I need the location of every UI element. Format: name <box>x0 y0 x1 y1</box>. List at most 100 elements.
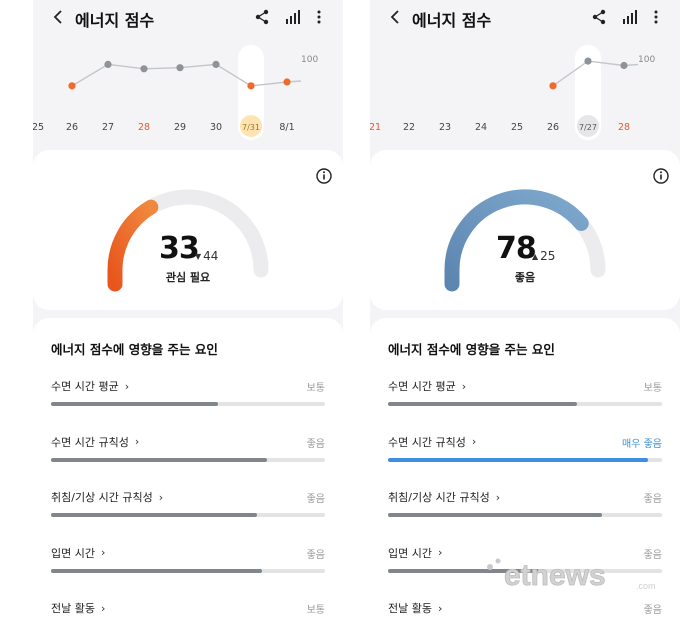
share-icon <box>255 9 269 25</box>
chevron-right-icon: › <box>495 490 501 504</box>
factors-title: 에너지 점수에 영향을 주는 요인 <box>388 342 555 357</box>
trend-date-label[interactable]: 23 <box>439 122 451 133</box>
trend-date-label[interactable]: 27 <box>102 122 114 133</box>
factor-bar-fill <box>51 402 219 406</box>
factor-row[interactable]: 입면 시간 › 좋음 <box>370 545 680 585</box>
selected-day-highlight <box>575 45 601 140</box>
trend-date-label[interactable]: 28 <box>618 122 630 133</box>
chevron-right-icon: › <box>437 601 443 615</box>
factor-bar-track <box>51 513 325 517</box>
svg-text:etnews: etnews <box>504 559 606 592</box>
trend-date-label[interactable]: 26 <box>547 122 559 133</box>
factors-title: 에너지 점수에 영향을 주는 요인 <box>51 342 218 357</box>
chevron-left-icon <box>390 10 399 24</box>
factor-row[interactable]: 수면 시간 평균 › 보통 <box>370 378 680 418</box>
stats-button[interactable] <box>619 6 641 28</box>
factors-card: 에너지 점수에 영향을 주는 요인 수면 시간 평균 › 보통 수면 시간 규칙성 › 매… <box>370 318 680 620</box>
trend-point[interactable] <box>620 61 628 70</box>
chevron-left-icon <box>53 10 62 24</box>
bar-chart-icon <box>623 10 637 24</box>
trend-point[interactable] <box>68 82 76 90</box>
selected-date-badge[interactable] <box>240 115 262 137</box>
share-button[interactable] <box>588 6 610 28</box>
score-value: 33 <box>159 231 200 266</box>
trend-date-label[interactable]: 28 <box>138 122 150 133</box>
trend-date-label[interactable]: 25 <box>511 122 523 133</box>
factor-status: 보통 <box>306 605 325 616</box>
factor-bar-fill <box>51 457 268 462</box>
score-status: 좋음 <box>514 271 536 284</box>
more-vertical-icon <box>654 10 658 24</box>
factor-label: 취침/기상 시간 규칙성 <box>51 491 153 504</box>
svg-text:.com: .com <box>636 581 656 591</box>
chevron-right-icon: › <box>461 379 467 393</box>
more-options-button[interactable] <box>309 6 329 28</box>
factor-name: 취침/기상 시간 규칙성 › <box>388 489 500 505</box>
trend-date-label[interactable]: 22 <box>403 122 415 133</box>
trend-date-label[interactable]: 26 <box>66 122 78 133</box>
factor-status: 좋음 <box>643 549 662 561</box>
factor-row[interactable]: 수면 시간 규칙성 › 좋음 <box>33 434 343 474</box>
factor-name: 입면 시간 › <box>51 545 105 561</box>
phone-screen-right: 에너지 점수 100 21 22 23 24 25 26 7/27 28 78 ▲ 25 좋음 … <box>370 0 680 620</box>
arrow-down-icon: ▼ <box>195 251 202 261</box>
factor-label: 전날 활동 <box>51 602 95 615</box>
factor-bar-fill <box>388 513 602 517</box>
trend-point[interactable] <box>549 82 557 90</box>
gauge-fill <box>444 189 589 292</box>
factor-row[interactable]: 전날 활동 › 보통 <box>33 600 343 620</box>
factor-row[interactable]: 입면 시간 › 좋음 <box>33 545 343 585</box>
stats-button[interactable] <box>282 6 304 28</box>
factor-row[interactable]: 취침/기상 시간 규칙성 › 좋음 <box>370 489 680 529</box>
factor-row[interactable]: 취침/기상 시간 규칙성 › 좋음 <box>33 489 343 529</box>
selected-date-badge[interactable] <box>577 115 599 137</box>
trend-date-label[interactable]: 29 <box>174 122 186 133</box>
score-trend-chart[interactable]: 100 25 26 27 28 29 30 7/31 8/1 <box>33 40 343 145</box>
trend-point[interactable] <box>247 82 255 90</box>
page-title: 에너지 점수 <box>75 11 155 30</box>
chevron-right-icon: › <box>100 546 106 559</box>
selected-day-highlight <box>238 45 264 140</box>
trend-point[interactable] <box>212 60 220 68</box>
trend-max-label: 100 <box>638 55 655 65</box>
factor-row[interactable]: 수면 시간 평균 › 보통 <box>33 378 343 418</box>
etnews-watermark-logo: etnews .com <box>487 558 656 592</box>
factor-bar-track <box>51 568 325 573</box>
trend-date-label[interactable]: 25 <box>33 122 44 133</box>
score-card: 78 ▲ 25 좋음 <box>370 150 680 310</box>
trend-date-label[interactable]: 21 <box>370 122 381 133</box>
factor-name: 수면 시간 규칙성 › <box>388 434 476 450</box>
factor-row[interactable]: 수면 시간 규칙성 › 매우 좋음 <box>370 434 680 474</box>
trend-point[interactable] <box>584 57 592 65</box>
back-button[interactable] <box>47 6 69 28</box>
factor-status: 좋음 <box>643 605 662 616</box>
trend-point[interactable] <box>140 65 148 73</box>
app-bar: 에너지 점수 <box>33 0 343 36</box>
factor-row[interactable]: 전날 활동 › 좋음 <box>370 600 680 620</box>
score-gauge <box>444 189 606 292</box>
factor-status: 좋음 <box>306 438 325 450</box>
trend-date-label[interactable]: 7/27 <box>579 123 597 132</box>
trend-point[interactable] <box>104 60 112 68</box>
more-options-button[interactable] <box>646 6 666 28</box>
trend-point[interactable] <box>283 78 291 86</box>
trend-date-label[interactable]: 30 <box>210 122 222 133</box>
score-delta-value: 25 <box>540 249 556 263</box>
bar-chart-icon <box>286 10 300 24</box>
chevron-right-icon: › <box>100 601 106 615</box>
factor-bar-track <box>388 568 662 573</box>
share-button[interactable] <box>251 6 273 28</box>
factor-bar-track <box>388 513 662 517</box>
trend-line <box>71 63 302 87</box>
trend-date-label[interactable]: 24 <box>475 122 487 133</box>
score-trend-chart[interactable]: 100 21 22 23 24 25 26 7/27 28 <box>370 40 680 145</box>
info-icon[interactable] <box>315 167 333 185</box>
trend-date-label[interactable]: 8/1 <box>279 122 294 133</box>
trend-date-label[interactable]: 7/31 <box>242 123 260 132</box>
chevron-right-icon: › <box>134 435 140 448</box>
factor-status: 보통 <box>306 383 325 394</box>
info-icon[interactable] <box>652 167 670 185</box>
trend-point[interactable] <box>176 64 184 72</box>
factor-status: 보통 <box>643 383 662 394</box>
back-button[interactable] <box>384 6 406 28</box>
